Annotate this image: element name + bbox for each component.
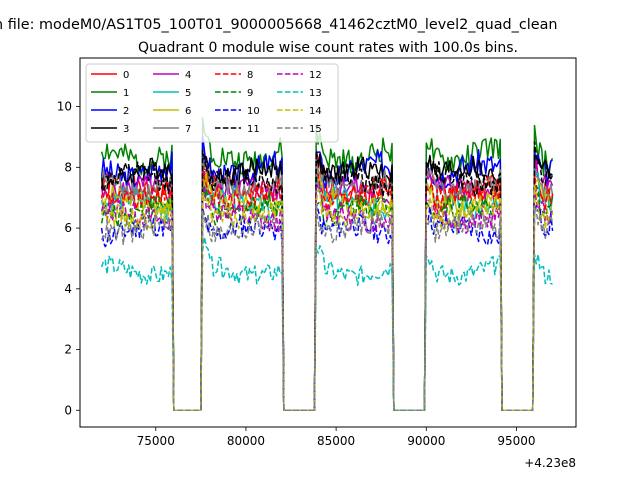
x-axis: 75000 80000 85000 90000 95000 — [137, 427, 536, 448]
y-tick-label: 10 — [57, 100, 72, 114]
y-tick-label: 0 — [64, 403, 72, 417]
legend-label-12: 12 — [309, 70, 322, 81]
legend-label-15: 15 — [309, 124, 322, 135]
legend-label-8: 8 — [247, 70, 253, 81]
legend-label-7: 7 — [185, 124, 191, 135]
legend-frame — [85, 63, 339, 143]
series-line-13 — [100, 236, 553, 412]
series-line-10 — [100, 203, 554, 412]
legend-label-0: 0 — [123, 70, 129, 81]
y-tick-label: 4 — [64, 282, 72, 296]
axes-frame — [79, 57, 577, 428]
x-tick-label: 85000 — [317, 434, 355, 448]
y-axis: 0 2 4 6 8 10 — [57, 100, 80, 417]
series-layer — [100, 117, 554, 412]
legend-label-5: 5 — [185, 88, 191, 99]
chart-title: Quadrant 0 module wise count rates with … — [138, 40, 518, 56]
legend-label-9: 9 — [247, 88, 253, 99]
legend-label-4: 4 — [185, 70, 191, 81]
x-tick-label: 80000 — [227, 434, 265, 448]
series-line-15 — [100, 203, 554, 412]
series-line-14 — [100, 185, 554, 412]
legend-label-11: 11 — [247, 124, 260, 135]
x-tick-label: 95000 — [497, 434, 535, 448]
y-tick-label: 6 — [64, 221, 72, 235]
legend-label-3: 3 — [123, 124, 129, 135]
x-offset-label: +4.23e8 — [524, 456, 576, 470]
legend-label-2: 2 — [123, 106, 129, 117]
y-tick-label: 8 — [64, 160, 72, 174]
legend-label-6: 6 — [185, 106, 191, 117]
legend-label-1: 1 — [123, 88, 129, 99]
legend-label-10: 10 — [247, 106, 260, 117]
legend-label-13: 13 — [309, 88, 322, 99]
legend-label-14: 14 — [309, 106, 322, 117]
figure-suptitle: n file: modeM0/AS1T05_100T01_9000005668_… — [0, 17, 558, 33]
x-tick-label: 75000 — [137, 434, 175, 448]
x-tick-label: 90000 — [407, 434, 445, 448]
y-tick-label: 2 — [64, 343, 72, 357]
